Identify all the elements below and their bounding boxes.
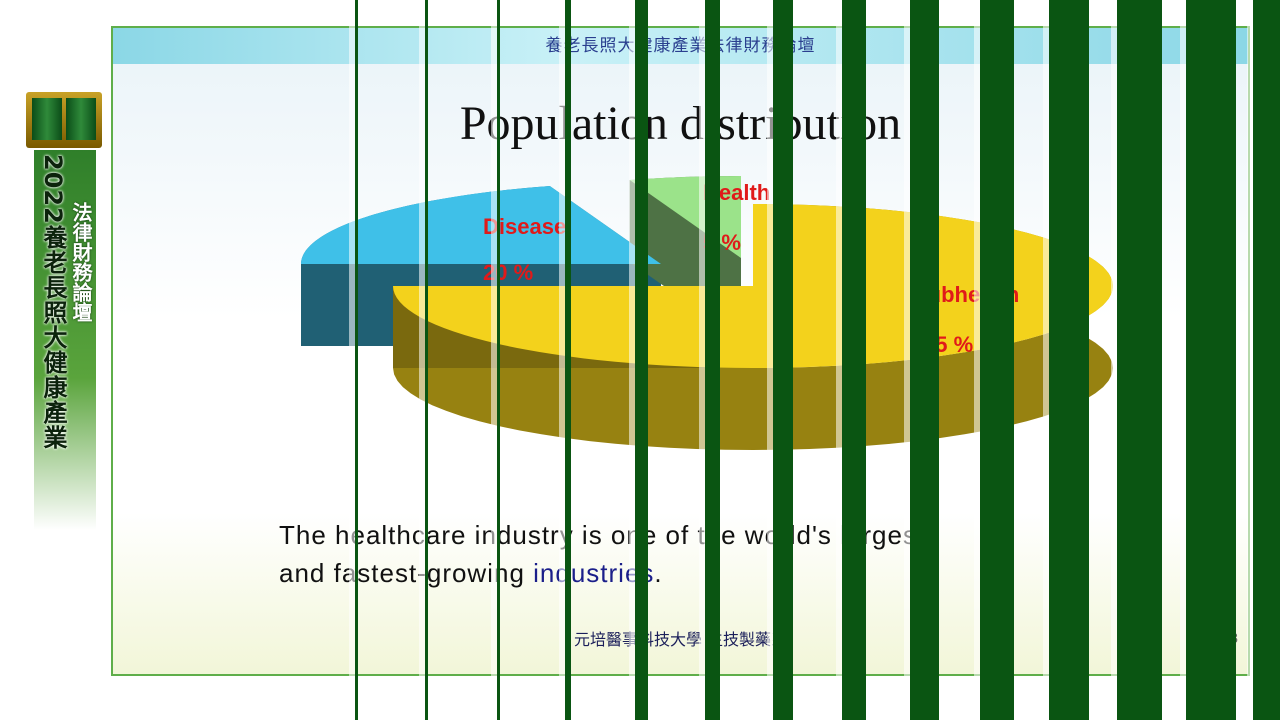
body-highlight: industries — [533, 558, 655, 588]
banner-forum-title: 法律財務論壇 — [69, 202, 93, 322]
slide-title: Population distribution — [459, 97, 902, 150]
slice-label-subhealth: Subhealth — [913, 282, 1019, 307]
pie-chart: Disease 20 % Health 5 % Subhealth 75 % — [301, 176, 1113, 450]
slice-value-health: 5 % — [703, 230, 741, 255]
slice-value-subhealth: 75 % — [923, 332, 973, 357]
body-line-2-end: . — [654, 558, 663, 588]
book-icon — [26, 92, 102, 148]
transition-stripe — [1253, 0, 1280, 720]
body-line-2: and fastest-growing industries. — [279, 554, 1179, 592]
slide-page-number: 8 — [1229, 630, 1238, 647]
slide-body-text: The healthcare industry is one of the wo… — [279, 516, 1179, 592]
pie-slice-disease — [301, 186, 661, 264]
slice-value-disease: 20 % — [483, 260, 533, 285]
presentation-slide: 養老長照大健康產業法律財務論壇 Population distribution … — [111, 26, 1250, 676]
slide-footer: 元培醫事科技大學 生技製藥系 — [573, 630, 788, 649]
slice-label-health: Health — [703, 180, 770, 205]
body-line-2-start: and fastest-growing — [279, 558, 534, 588]
slice-label-disease: Disease — [483, 214, 566, 239]
forum-banner: 2022養老長照大健康產業 法律財務論壇 — [26, 92, 102, 530]
banner-strip — [34, 150, 96, 530]
body-line-1: The healthcare industry is one of the wo… — [279, 520, 926, 550]
banner-year-title: 2022養老長照大健康產業 — [39, 154, 67, 450]
